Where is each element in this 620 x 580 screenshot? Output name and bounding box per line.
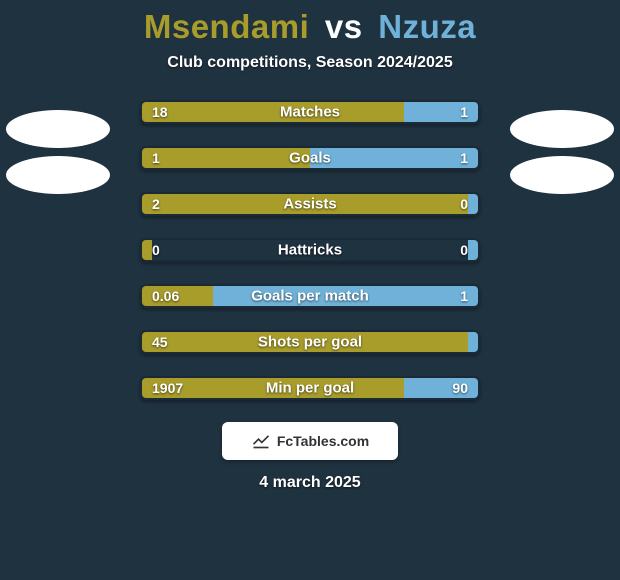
stat-label: Goals [142, 150, 478, 167]
stats-area: 181Matches 11Goals 20Assists 00Hattricks 0.0… [0, 100, 620, 400]
fctables-badge[interactable]: FcTables.com [222, 422, 398, 460]
stat-label: Hattricks [142, 242, 478, 259]
stat-label: Shots per goal [142, 334, 478, 351]
stat-label: Min per goal [142, 380, 478, 397]
badge-label: FcTables.com [277, 433, 369, 449]
container: Msendami vs Nzuza Club competitions, Sea… [0, 0, 620, 580]
player2-avatar [510, 156, 614, 194]
title-vs: vs [325, 8, 363, 45]
stat-row: 20Assists [140, 192, 480, 216]
title-player1: Msendami [144, 8, 309, 45]
date-label: 4 march 2025 [0, 474, 620, 492]
stat-row: 45Shots per goal [140, 330, 480, 354]
stat-row: 0.061Goals per match [140, 284, 480, 308]
stat-label: Assists [142, 196, 478, 213]
subtitle: Club competitions, Season 2024/2025 [0, 54, 620, 72]
stat-row: 11Goals [140, 146, 480, 170]
chart-icon [251, 430, 271, 453]
title-player2: Nzuza [378, 8, 476, 45]
stat-row: 181Matches [140, 100, 480, 124]
page-title: Msendami vs Nzuza [0, 8, 620, 46]
stat-row: 00Hattricks [140, 238, 480, 262]
stat-label: Goals per match [142, 288, 478, 305]
stat-label: Matches [142, 104, 478, 121]
player1-avatar [6, 156, 110, 194]
player1-avatar [6, 110, 110, 148]
player2-avatar [510, 110, 614, 148]
stat-row: 190790Min per goal [140, 376, 480, 400]
